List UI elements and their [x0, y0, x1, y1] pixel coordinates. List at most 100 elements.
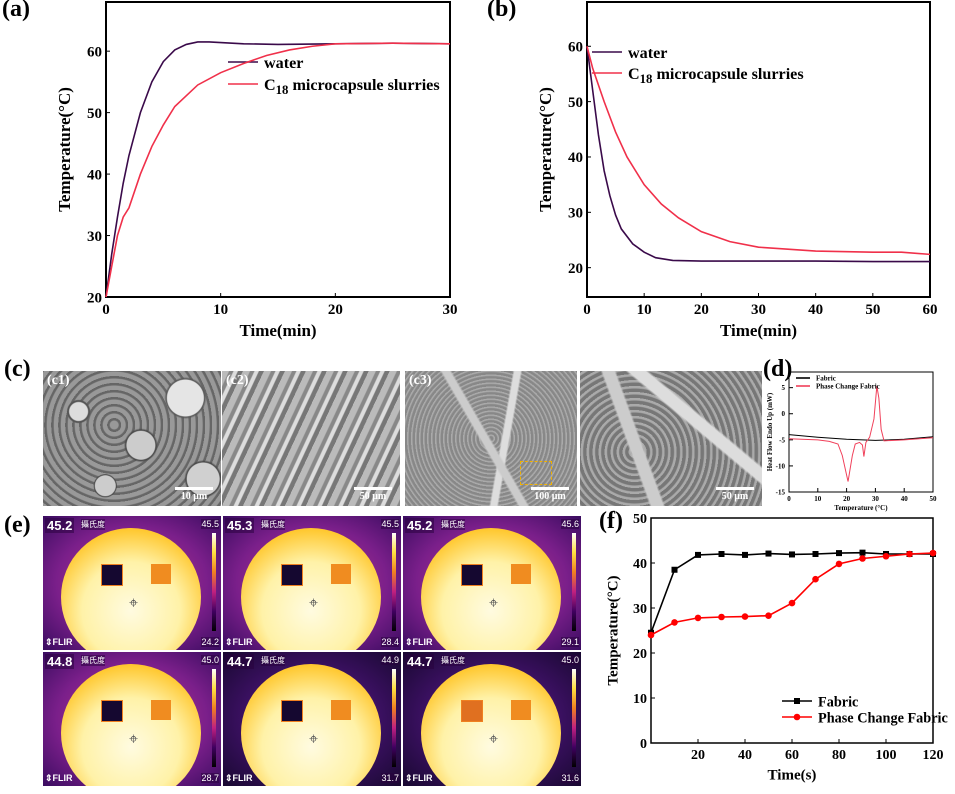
legend-label: C18 microcapsule slurries	[628, 66, 804, 86]
legend-marker	[793, 713, 801, 721]
crosshair-icon: ⌖	[489, 731, 499, 748]
data-point	[741, 613, 749, 620]
crosshair-icon: ⌖	[309, 595, 319, 612]
series-line-phase-change-fabric	[650, 552, 934, 636]
chart-f: 20 40 60 80 100 120 0 10 20 30 40 50 Time(s) Temperat…	[605, 512, 947, 784]
series-line-water	[586, 46, 930, 263]
data-point	[882, 552, 890, 560]
x-tick-label: 100	[876, 748, 897, 763]
data-point	[835, 560, 843, 568]
y-tick-label: 50	[568, 95, 583, 111]
phase-change-fabric-sample	[151, 564, 171, 584]
y-tick-label: 40	[568, 150, 583, 166]
data-point	[647, 631, 655, 639]
color-scale-bar	[212, 533, 216, 631]
legend-label: water	[264, 55, 303, 72]
x-tick-label: 30	[751, 302, 766, 318]
x-tick-label: 50	[930, 495, 938, 503]
crosshair-icon: ⌖	[129, 731, 139, 748]
y-tick-label: 5	[782, 384, 786, 392]
sem-image-phase-change-fabric: (c3) 100 μm	[405, 371, 577, 506]
chart-d: 0 10 20 30 40 50 -15 -10 -5 0 5 Temperature (°C) Hea…	[766, 371, 938, 512]
fabric-sample	[281, 564, 303, 586]
x-tick-label: 40	[738, 748, 752, 763]
heated-plate	[421, 664, 561, 786]
unit-label: 攝氏度	[441, 519, 465, 530]
unit-label: 攝氏度	[261, 519, 285, 530]
fabric-sample	[281, 700, 303, 722]
brand-logo: ⇕FLIR	[405, 637, 433, 647]
x-tick-label: 30	[443, 302, 458, 318]
heated-plate	[241, 528, 381, 650]
max-temperature: 44.7	[225, 654, 255, 669]
sem-image-zoomed: 50 μm	[580, 371, 762, 506]
series-line-fabric	[650, 551, 933, 634]
x-tick-label: 10	[637, 302, 652, 318]
sem-image-microcapsules: (c1) 10 μm	[43, 371, 221, 506]
fabric-sample	[461, 564, 483, 586]
scale-max: 45.5	[381, 519, 399, 529]
x-axis-label: Time(min)	[239, 321, 316, 340]
plot-frame	[105, 1, 451, 298]
data-point	[906, 550, 913, 558]
heated-plate	[421, 528, 561, 650]
data-point	[718, 551, 725, 557]
y-tick-label: 10	[633, 692, 647, 707]
x-tick-label: 20	[328, 302, 343, 318]
data-point	[695, 551, 701, 558]
panel-label-b: (b)	[487, 0, 517, 22]
y-tick-label: 60	[87, 44, 102, 60]
y-tick-label: 30	[633, 602, 647, 617]
data-point	[671, 619, 678, 626]
thermal-image: ⌖ 45.2 攝氏度 45.5 24.2 ⇕FLIR	[43, 516, 221, 650]
series-line-fabric	[788, 434, 934, 441]
data-point	[812, 551, 819, 557]
x-tick-label: 20	[694, 302, 709, 318]
data-point	[742, 551, 748, 558]
phase-change-fabric-sample	[511, 700, 531, 720]
x-tick-label: 0	[583, 302, 591, 318]
scale-bar: 10 μm	[175, 487, 213, 502]
y-tick-label: -10	[776, 462, 786, 470]
series-line-phase-change-fabric	[788, 386, 934, 482]
x-tick-label: 20	[691, 748, 705, 763]
panel-label-f: (f)	[599, 508, 623, 534]
y-tick-label: 30	[568, 206, 583, 222]
scale-max: 44.9	[381, 655, 399, 665]
unit-label: 攝氏度	[81, 655, 105, 666]
max-temperature: 45.2	[405, 518, 435, 533]
color-scale-bar	[392, 669, 396, 767]
sem-label-c3: (c3)	[409, 373, 432, 388]
fabric-sample	[101, 700, 123, 722]
legend-label: Phase Change Fabric	[816, 382, 880, 390]
heated-plate	[61, 664, 201, 786]
crosshair-icon: ⌖	[489, 595, 499, 612]
series-line-water	[105, 41, 451, 298]
scale-min: 28.4	[381, 637, 399, 647]
data-point	[671, 566, 678, 573]
panel-label-d: (d)	[763, 356, 793, 382]
phase-change-fabric-sample	[331, 564, 351, 584]
y-tick-label: -15	[776, 488, 786, 496]
data-point	[859, 555, 866, 562]
y-axis-label: Temperature(°C)	[536, 87, 555, 212]
scale-min: 31.6	[561, 773, 579, 783]
unit-label: 攝氏度	[261, 655, 285, 666]
scale-bar: 50 μm	[716, 487, 754, 502]
y-axis-label: Temperature(°C)	[55, 87, 74, 212]
brand-logo: ⇕FLIR	[45, 637, 73, 647]
unit-label: 攝氏度	[81, 519, 105, 530]
phase-change-fabric-sample	[151, 700, 171, 720]
plot-frame	[788, 371, 934, 493]
data-point	[718, 613, 725, 621]
y-axis-label: Temperature(°C)	[605, 575, 621, 685]
fabric-sample	[101, 564, 123, 586]
scale-max: 45.0	[561, 655, 579, 665]
color-scale-bar	[572, 533, 576, 631]
chart-b: 0 10 20 30 40 50 60 20 30 40 50 60 Time(min) Temperat…	[536, 1, 938, 340]
scale-bar: 50 μm	[354, 487, 392, 502]
legend-label: water	[628, 45, 667, 62]
data-point	[788, 599, 796, 607]
x-tick-label: 0	[787, 495, 791, 503]
